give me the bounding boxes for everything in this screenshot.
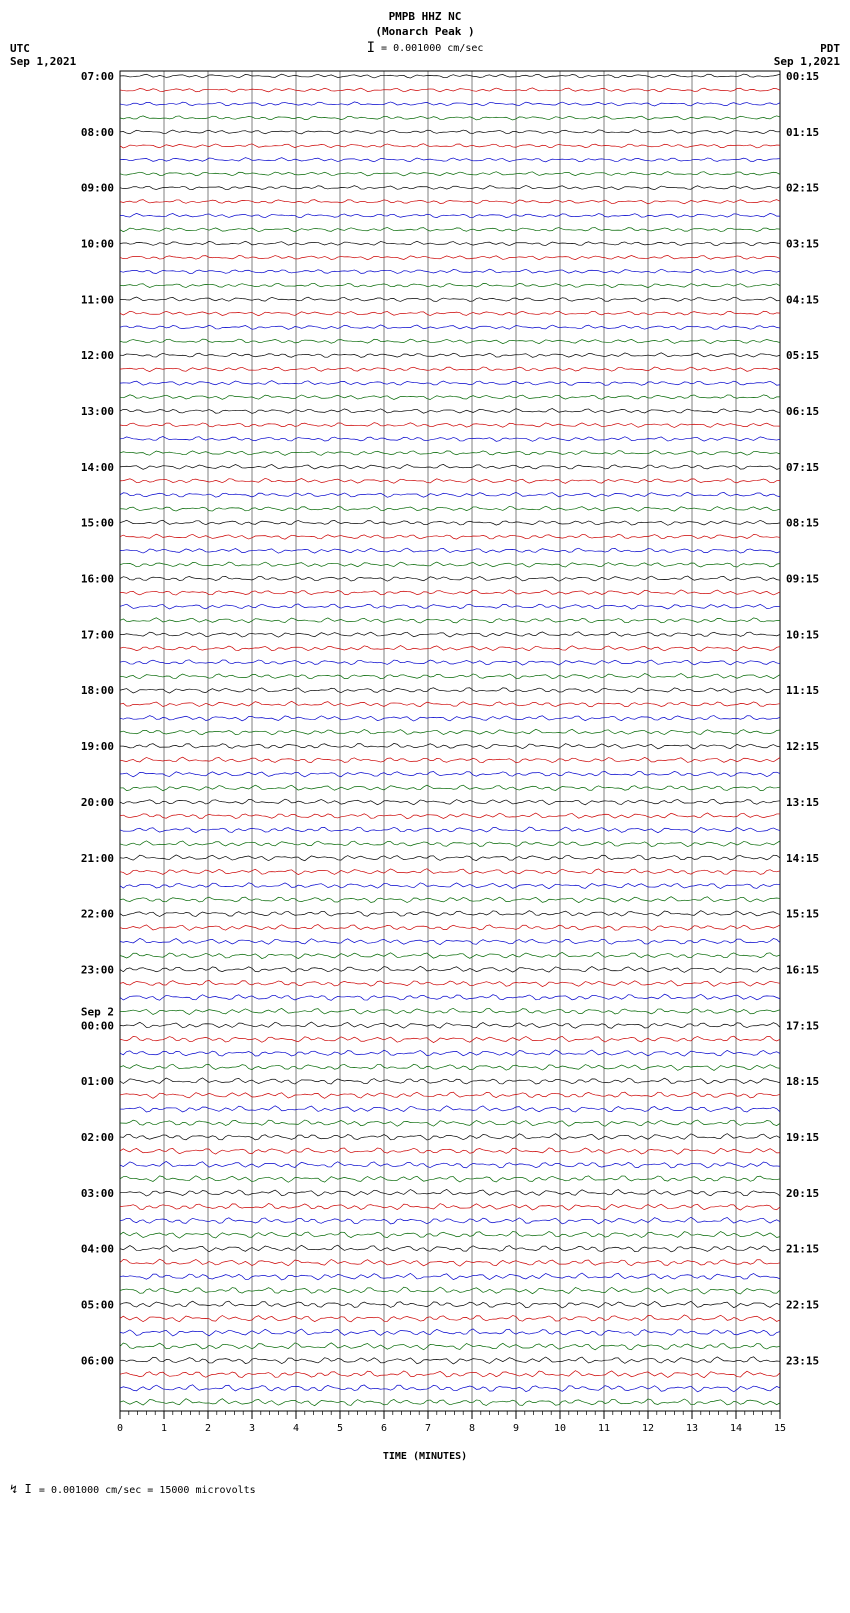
footer: ↯ I = 0.001000 cm/sec = 15000 microvolts <box>10 1482 840 1496</box>
svg-text:4: 4 <box>293 1423 299 1434</box>
station-subtitle: (Monarch Peak ) <box>10 25 840 38</box>
svg-text:12: 12 <box>642 1423 654 1434</box>
svg-text:04:15: 04:15 <box>786 293 819 306</box>
svg-text:0: 0 <box>117 1423 123 1434</box>
svg-text:21:15: 21:15 <box>786 1243 819 1256</box>
seismogram-container: PMPB HHZ NC (Monarch Peak ) UTC Sep 1,20… <box>10 10 840 1496</box>
svg-text:16:15: 16:15 <box>786 963 819 976</box>
svg-text:06:00: 06:00 <box>81 1354 114 1367</box>
svg-text:08:00: 08:00 <box>81 126 114 139</box>
svg-text:01:00: 01:00 <box>81 1075 114 1088</box>
svg-text:14:15: 14:15 <box>786 852 819 865</box>
svg-text:21:00: 21:00 <box>81 852 114 865</box>
svg-text:11: 11 <box>598 1423 610 1434</box>
svg-text:03:00: 03:00 <box>81 1187 114 1200</box>
svg-text:20:15: 20:15 <box>786 1187 819 1200</box>
svg-text:15:15: 15:15 <box>786 908 819 921</box>
svg-text:13:15: 13:15 <box>786 796 819 809</box>
svg-text:11:00: 11:00 <box>81 293 114 306</box>
svg-text:15: 15 <box>774 1423 786 1434</box>
svg-text:05:15: 05:15 <box>786 349 819 362</box>
svg-text:00:00: 00:00 <box>81 1019 114 1032</box>
svg-text:13:00: 13:00 <box>81 405 114 418</box>
svg-text:10: 10 <box>554 1423 566 1434</box>
svg-text:9: 9 <box>513 1423 519 1434</box>
svg-text:13: 13 <box>686 1423 698 1434</box>
svg-text:14:00: 14:00 <box>81 461 114 474</box>
svg-text:15:00: 15:00 <box>81 517 114 530</box>
svg-text:22:15: 22:15 <box>786 1298 819 1311</box>
svg-text:08:15: 08:15 <box>786 517 819 530</box>
svg-text:20:00: 20:00 <box>81 796 114 809</box>
svg-text:04:00: 04:00 <box>81 1243 114 1256</box>
svg-text:7: 7 <box>425 1423 431 1434</box>
svg-text:18:15: 18:15 <box>786 1075 819 1088</box>
svg-text:17:00: 17:00 <box>81 628 114 641</box>
svg-text:05:00: 05:00 <box>81 1298 114 1311</box>
svg-text:19:00: 19:00 <box>81 740 114 753</box>
svg-text:12:00: 12:00 <box>81 349 114 362</box>
svg-text:23:00: 23:00 <box>81 963 114 976</box>
svg-text:03:15: 03:15 <box>786 238 819 251</box>
svg-text:09:00: 09:00 <box>81 182 114 195</box>
svg-text:23:15: 23:15 <box>786 1354 819 1367</box>
svg-text:3: 3 <box>249 1423 255 1434</box>
svg-text:2: 2 <box>205 1423 211 1434</box>
svg-text:12:15: 12:15 <box>786 740 819 753</box>
svg-text:09:15: 09:15 <box>786 573 819 586</box>
seismogram-svg: 07:00 08:00 09:00 10:00 11:00 12:00 13:00 14:00… <box>65 66 835 1446</box>
svg-text:Sep 2: Sep 2 <box>81 1005 114 1018</box>
svg-text:6: 6 <box>381 1423 387 1434</box>
svg-text:10:00: 10:00 <box>81 238 114 251</box>
svg-text:16:00: 16:00 <box>81 573 114 586</box>
tz-left: UTC <box>10 42 76 55</box>
svg-text:02:00: 02:00 <box>81 1131 114 1144</box>
svg-text:5: 5 <box>337 1423 343 1434</box>
svg-text:10:15: 10:15 <box>786 628 819 641</box>
svg-text:18:00: 18:00 <box>81 684 114 697</box>
svg-text:19:15: 19:15 <box>786 1131 819 1144</box>
svg-text:06:15: 06:15 <box>786 405 819 418</box>
tz-right: PDT <box>774 42 840 55</box>
svg-text:17:15: 17:15 <box>786 1019 819 1032</box>
svg-text:07:00: 07:00 <box>81 70 114 83</box>
x-axis-label: TIME (MINUTES) <box>10 1451 840 1462</box>
station-title: PMPB HHZ NC <box>10 10 840 23</box>
svg-text:02:15: 02:15 <box>786 182 819 195</box>
svg-text:8: 8 <box>469 1423 475 1434</box>
svg-text:01:15: 01:15 <box>786 126 819 139</box>
timezone-labels: UTC Sep 1,2021 PDT Sep 1,2021 <box>10 42 840 68</box>
svg-text:07:15: 07:15 <box>786 461 819 474</box>
svg-text:00:15: 00:15 <box>786 70 819 83</box>
svg-text:1: 1 <box>161 1423 167 1434</box>
svg-text:14: 14 <box>730 1423 742 1434</box>
svg-text:11:15: 11:15 <box>786 684 819 697</box>
chart-area: 07:00 08:00 09:00 10:00 11:00 12:00 13:00 14:00… <box>65 66 785 1449</box>
svg-text:22:00: 22:00 <box>81 908 114 921</box>
